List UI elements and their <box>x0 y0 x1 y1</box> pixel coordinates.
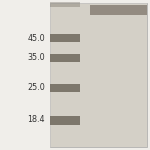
Bar <box>50 54 80 62</box>
Bar <box>50 84 80 92</box>
Bar <box>50 3 147 147</box>
Text: 18.4: 18.4 <box>27 115 45 124</box>
Bar <box>50 2 80 7</box>
Text: 35.0: 35.0 <box>27 53 45 62</box>
Bar <box>50 34 80 42</box>
Text: 25.0: 25.0 <box>27 83 45 92</box>
Bar <box>50 3 147 147</box>
Text: 45.0: 45.0 <box>27 34 45 43</box>
Bar <box>90 5 147 15</box>
Bar <box>50 116 80 125</box>
